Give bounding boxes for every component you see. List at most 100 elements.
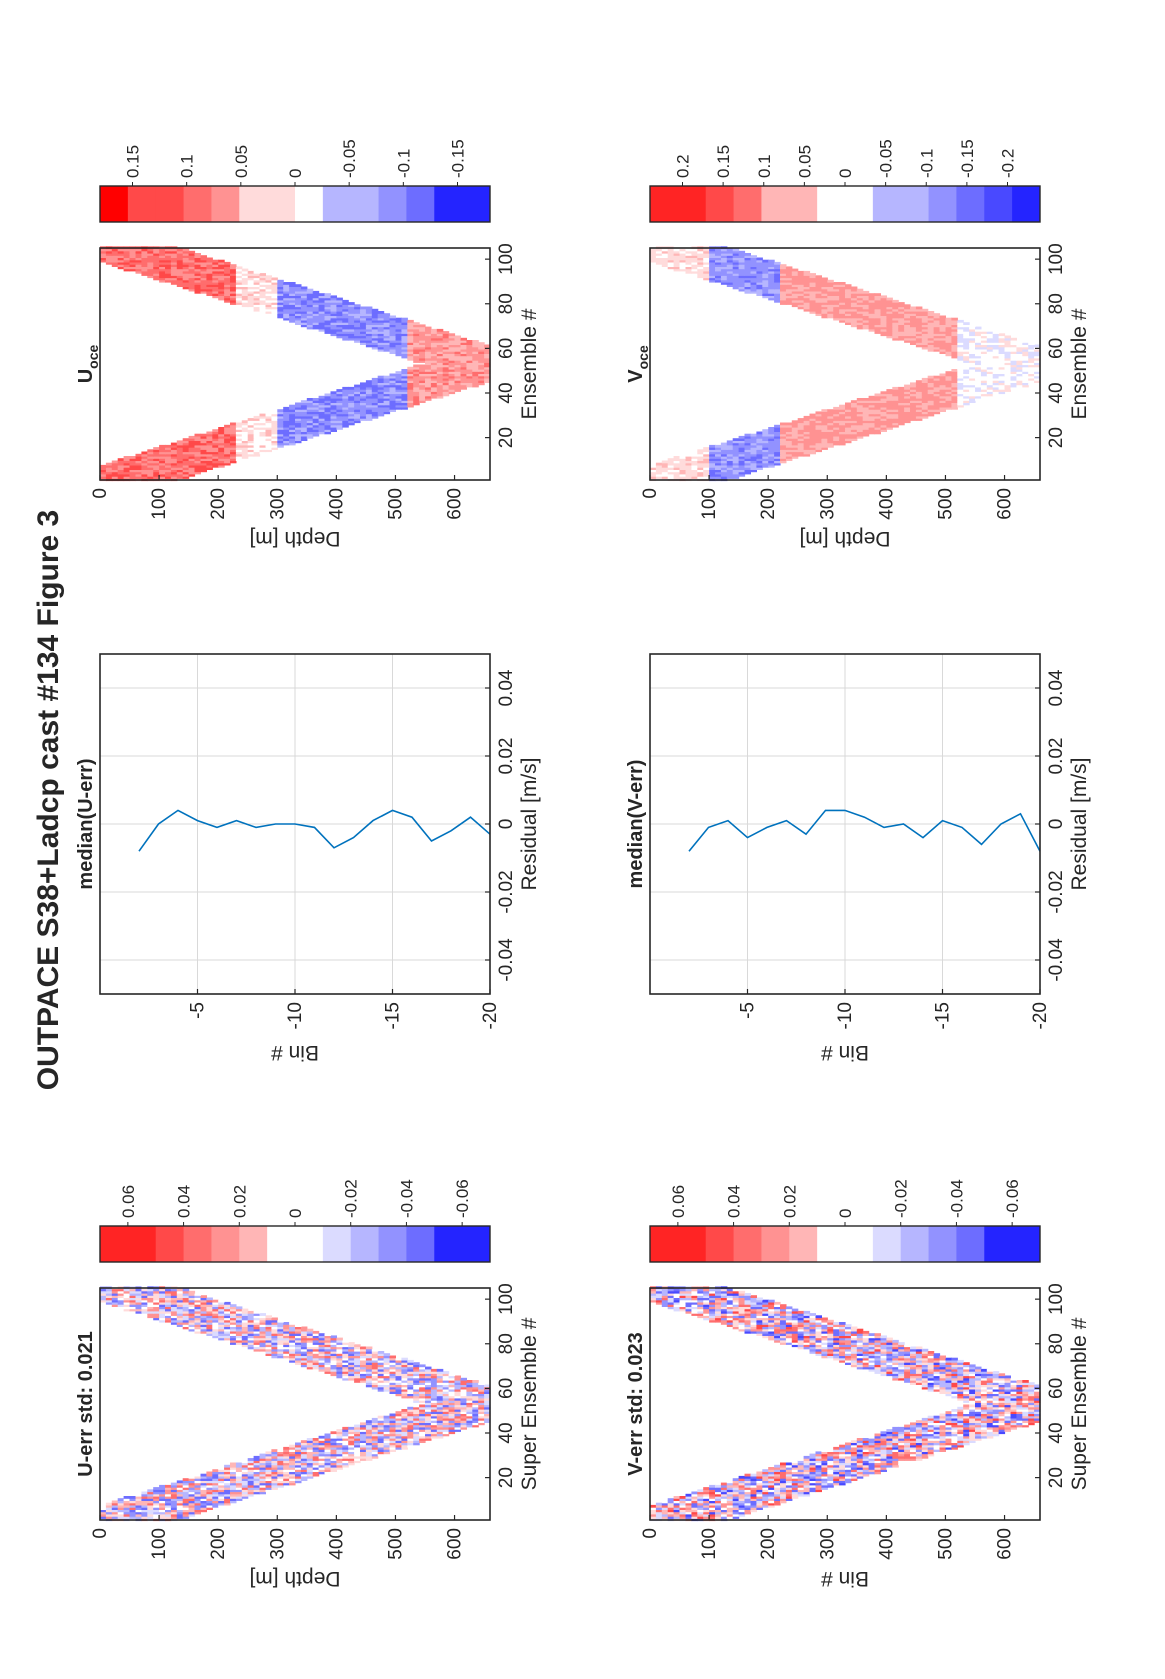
heatmap-cell [448,1388,456,1392]
y-tick-label: 200 [208,488,229,520]
heatmap-cell [165,1313,172,1316]
heatmap-cell [419,1368,426,1372]
heatmap-cell [312,1339,320,1343]
heatmap-cell [413,1388,420,1392]
heatmap-cell [105,1301,113,1305]
heatmap-cell [348,1366,355,1370]
heatmap-cell [135,1504,142,1508]
heatmap-cell [419,1397,426,1401]
heatmap-cell [442,1397,450,1401]
y-tick-label: 400 [326,1528,347,1560]
heatmap-cell [395,1393,402,1397]
heatmap-cell [472,1395,479,1399]
heatmap-cell [182,1308,190,1312]
heatmap-cell [354,1375,361,1379]
heatmap-cell [407,1440,414,1443]
heatmap-cell [253,1337,261,1341]
heatmap-cell [348,1355,355,1359]
heatmap-cell [430,1431,438,1435]
heatmap-cell [123,1308,131,1312]
heatmap-cell [277,409,284,412]
heatmap-cell [324,1333,331,1336]
heatmap-cell [442,1377,450,1381]
heatmap-cell [324,1455,331,1459]
heatmap-cell [430,1391,438,1394]
heatmap-cell [230,1317,237,1321]
heatmap-cell [259,1321,266,1325]
heatmap-cell [289,1337,296,1341]
heatmap-cell [241,1496,249,1499]
heatmap-cell [407,1364,414,1368]
heatmap-cell [419,1395,426,1399]
heatmap-cell [454,1411,461,1414]
heatmap-cell [224,1473,231,1477]
heatmap-cell [129,1308,136,1312]
heatmap-cell [224,1482,231,1486]
heatmap-cell [235,1482,243,1486]
heatmap-cell [436,1386,444,1390]
heatmap-cell [159,1498,166,1501]
heatmap-cell [218,1313,225,1316]
heatmap-cell [265,1451,272,1455]
heatmap-cell [442,1431,450,1435]
heatmap-cell [235,1315,243,1319]
heatmap-cell [253,1346,261,1350]
heatmap-cell [312,1342,320,1345]
heatmap-cell [360,1438,367,1441]
heatmap-cell [726,1480,734,1484]
heatmap-cell [383,1449,391,1452]
heatmap-cell [253,1475,261,1479]
heatmap-cell [377,1451,385,1455]
heatmap-cell [691,1491,698,1495]
heatmap-cell [259,1328,266,1332]
y-tick-label: -20 [480,1002,501,1029]
heatmap-cell [176,1511,184,1515]
heatmap-cell [141,1504,148,1508]
heatmap-cell [253,1333,261,1336]
heatmap-cell [253,1480,261,1484]
heatmap-cell [360,1424,367,1428]
heatmap-cell [809,1453,816,1457]
heatmap-cell [330,1337,337,1341]
heatmap-cell [407,1415,414,1419]
heatmap-cell [300,1471,308,1475]
heatmap-cell [123,1513,131,1517]
heatmap-cell [478,1406,485,1410]
heatmap-cell [300,1475,308,1479]
heatmap-cell [253,1328,261,1332]
heatmap-cell [330,1351,337,1354]
heatmap-cell [300,1353,308,1356]
heatmap-cell [395,1368,402,1372]
heatmap-cell [354,1351,361,1354]
heatmap-cell [117,1513,125,1517]
heatmap-cell [371,1420,379,1423]
heatmap-cell [436,328,444,332]
heatmap-cell [312,1473,320,1477]
heatmap-cell [165,1498,172,1501]
heatmap-cell [235,1489,243,1493]
heatmap-cell [230,1324,237,1327]
heatmap-cell [318,1460,326,1464]
heatmap-cell [395,1431,402,1435]
heatmap-cell [419,1435,426,1439]
heatmap-cell [159,1511,166,1515]
heatmap-cell [371,1446,379,1450]
heatmap-cell [312,1453,320,1457]
heatmap-cell [265,1324,272,1327]
heatmap-cell [230,1484,237,1488]
heatmap-cell [472,1409,479,1412]
heatmap-cell [336,1451,343,1455]
heatmap-cell [413,1371,420,1374]
heatmap-cell [336,297,343,301]
heatmap-cell [117,1507,125,1510]
heatmap-cell [182,1513,190,1517]
heatmap-cell [401,1424,408,1428]
heatmap-cell [419,1391,426,1394]
heatmap-cell [135,1306,142,1310]
heatmap-cell [212,1299,219,1303]
heatmap-cell [442,1375,450,1379]
heatmap-cell [182,1304,190,1307]
heatmap-cell [206,1328,213,1332]
